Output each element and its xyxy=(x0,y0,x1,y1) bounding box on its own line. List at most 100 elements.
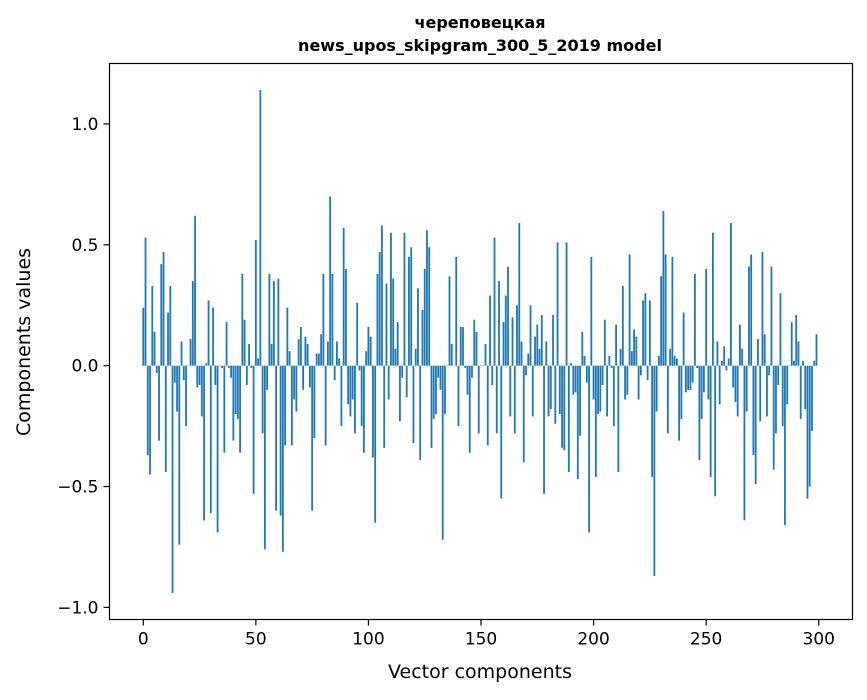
bar xyxy=(568,366,570,472)
bar xyxy=(381,225,383,365)
bar xyxy=(660,276,662,365)
bar xyxy=(158,366,160,441)
bar xyxy=(311,366,313,511)
bar xyxy=(802,361,804,366)
y-tick-label: 0.5 xyxy=(71,236,98,256)
bar xyxy=(235,366,237,414)
bar xyxy=(750,254,752,365)
bar xyxy=(766,366,768,417)
bar xyxy=(541,315,543,366)
bar xyxy=(775,366,777,434)
bar xyxy=(232,366,234,441)
bar xyxy=(498,281,500,366)
bar xyxy=(464,366,466,368)
bar xyxy=(151,286,153,366)
bar xyxy=(271,344,273,366)
bar xyxy=(365,351,367,366)
bar xyxy=(516,305,518,365)
bar xyxy=(397,322,399,366)
bar xyxy=(442,366,444,540)
bar xyxy=(674,356,676,366)
bar xyxy=(563,366,565,451)
bar xyxy=(530,305,532,365)
bar xyxy=(532,366,534,417)
bar xyxy=(669,349,671,366)
bar xyxy=(262,366,264,434)
bar xyxy=(800,366,802,419)
bar xyxy=(746,366,748,412)
bar xyxy=(386,283,388,365)
bar xyxy=(280,366,282,516)
bar xyxy=(649,300,651,365)
bar xyxy=(701,366,703,419)
bar xyxy=(302,366,304,390)
bar xyxy=(419,366,421,460)
bar xyxy=(392,279,394,366)
bar xyxy=(248,344,250,366)
x-tick-label: 250 xyxy=(690,630,722,650)
bar xyxy=(712,233,714,366)
bar xyxy=(735,366,737,402)
bar xyxy=(266,366,268,390)
x-axis-label: Vector components xyxy=(388,661,572,683)
bar xyxy=(291,366,293,446)
bar xyxy=(190,339,192,366)
bar xyxy=(372,366,374,458)
bar xyxy=(196,366,198,388)
bar xyxy=(282,366,284,552)
bar xyxy=(374,366,376,523)
bar xyxy=(449,276,451,365)
bar xyxy=(732,366,734,388)
bar xyxy=(696,366,698,368)
bar xyxy=(611,366,613,368)
bar xyxy=(793,361,795,366)
bar xyxy=(514,366,516,434)
bar xyxy=(566,242,568,365)
bar xyxy=(203,366,205,521)
bar xyxy=(577,366,579,480)
bar xyxy=(467,366,469,395)
bar xyxy=(714,366,716,497)
bar xyxy=(708,366,710,400)
bar xyxy=(599,366,601,412)
bar xyxy=(178,366,180,545)
bar xyxy=(554,366,556,424)
bar xyxy=(408,257,410,366)
bar xyxy=(620,349,622,366)
bar xyxy=(194,216,196,366)
bar xyxy=(253,366,255,494)
bar xyxy=(500,366,502,499)
bar xyxy=(798,342,800,366)
bar xyxy=(160,264,162,366)
bar xyxy=(361,366,363,426)
bar xyxy=(165,366,167,472)
bar xyxy=(223,366,225,453)
bar xyxy=(717,342,719,366)
bar xyxy=(780,293,782,366)
bar xyxy=(539,349,541,366)
bar xyxy=(705,269,707,366)
y-tick-label: −0.5 xyxy=(57,478,98,498)
bar xyxy=(536,325,538,366)
bar xyxy=(217,366,219,533)
bar xyxy=(289,351,291,366)
bar xyxy=(334,366,336,381)
bar xyxy=(304,337,306,366)
bar xyxy=(622,286,624,366)
bar xyxy=(331,274,333,366)
bar xyxy=(336,342,338,366)
bar xyxy=(426,230,428,365)
bar xyxy=(658,356,660,366)
bar xyxy=(550,366,552,410)
y-tick-label: −1.0 xyxy=(57,598,98,618)
bar xyxy=(343,228,345,366)
bar xyxy=(199,366,201,385)
bar xyxy=(471,366,473,378)
bar xyxy=(478,366,480,434)
bar xyxy=(762,252,764,366)
bar xyxy=(440,366,442,390)
bar xyxy=(590,257,592,366)
plot-frame xyxy=(110,64,853,620)
